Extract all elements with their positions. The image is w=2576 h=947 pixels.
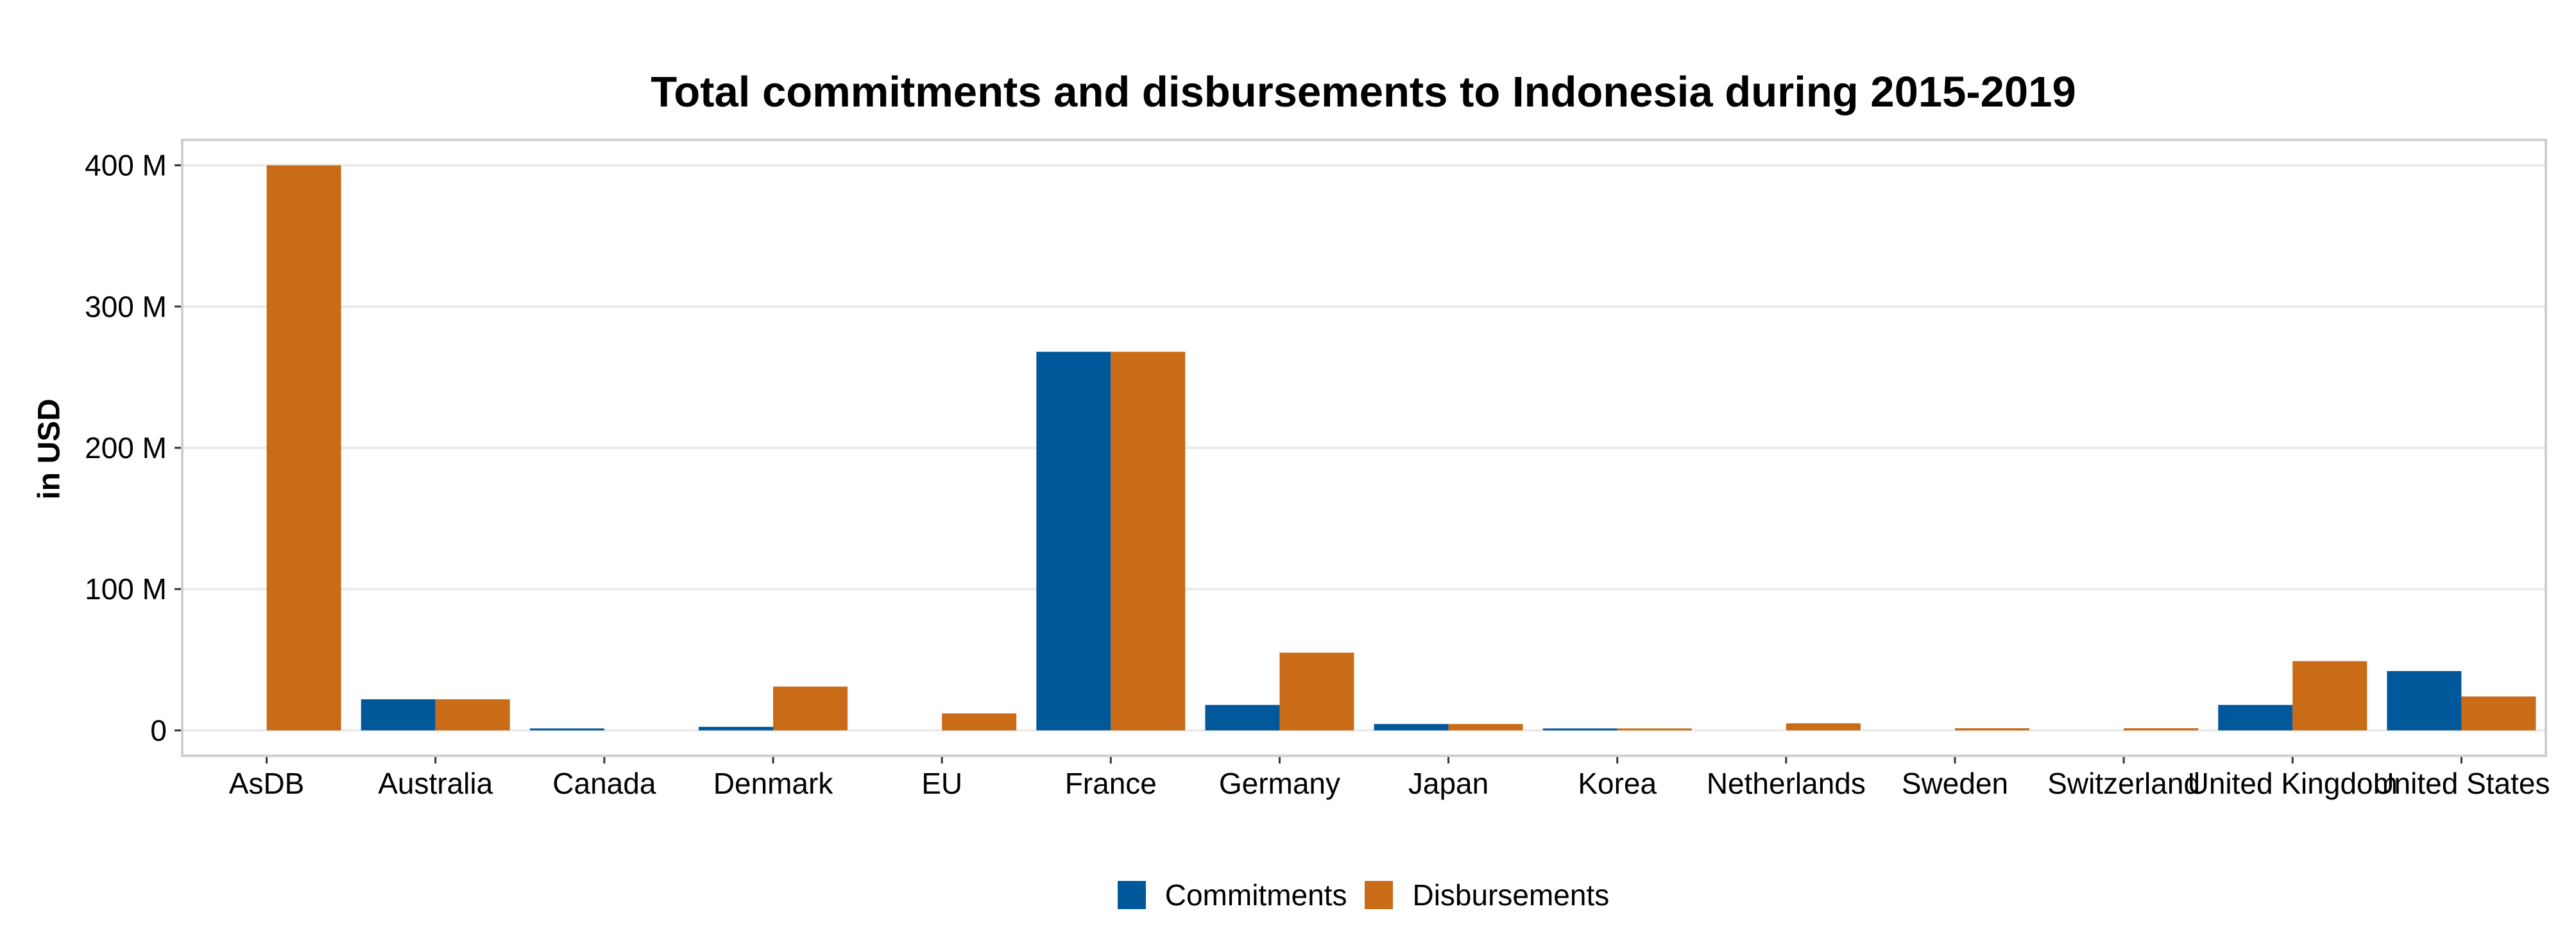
x-tick-label: EU bbox=[921, 767, 962, 800]
chart-title: Total commitments and disbursements to I… bbox=[651, 68, 2076, 116]
bar-commitments-united-states bbox=[2387, 670, 2462, 731]
x-tick-label: Japan bbox=[1408, 767, 1488, 800]
x-tick-label: Netherlands bbox=[1707, 767, 1866, 800]
legend-key-disbursements bbox=[1365, 881, 1394, 909]
y-tick-label: 0 bbox=[150, 713, 167, 747]
bar-disbursements-united-states bbox=[2461, 696, 2536, 731]
legend-label-disbursements: Disbursements bbox=[1412, 878, 1610, 912]
x-tick-label: Germany bbox=[1219, 767, 1340, 800]
bar-commitments-denmark bbox=[699, 726, 773, 731]
legend-item-commitments: Commitments bbox=[1117, 878, 1347, 912]
bar-disbursements-denmark bbox=[773, 687, 848, 731]
bar-disbursements-netherlands bbox=[1786, 723, 1861, 731]
bar-commitments-germany bbox=[1205, 704, 1280, 731]
x-tick-label: France bbox=[1065, 767, 1157, 800]
plot-border bbox=[181, 139, 2547, 757]
bar-disbursements-germany bbox=[1279, 653, 1354, 731]
bar-disbursements-sweden bbox=[1955, 728, 2029, 731]
legend-key-commitments bbox=[1117, 881, 1146, 909]
bar-commitments-canada bbox=[529, 728, 604, 731]
bar-commitments-france bbox=[1036, 352, 1111, 731]
x-tick-label: United States bbox=[2373, 767, 2550, 800]
legend-label-commitments: Commitments bbox=[1164, 878, 1347, 912]
bar-disbursements-switzerland bbox=[2124, 728, 2199, 731]
bar-commitments-australia bbox=[361, 699, 436, 731]
bar-disbursements-australia bbox=[435, 699, 510, 731]
bar-disbursements-japan bbox=[1448, 724, 1523, 731]
x-tick-label: Denmark bbox=[713, 767, 834, 800]
x-tick-label: Sweden bbox=[1902, 767, 2008, 800]
x-tick-label: Canada bbox=[552, 767, 656, 800]
x-tick-label: Switzerland bbox=[2047, 767, 2200, 800]
y-tick-label: 100 M bbox=[85, 572, 167, 606]
x-tick-label: United Kingdom bbox=[2188, 767, 2398, 800]
bar-disbursements-eu bbox=[942, 713, 1017, 731]
x-tick-label: Australia bbox=[378, 767, 493, 800]
bar-commitments-japan bbox=[1374, 724, 1449, 731]
y-tick-label: 200 M bbox=[85, 431, 167, 465]
bar-disbursements-united-kingdom bbox=[2292, 661, 2367, 731]
y-tick-label: 300 M bbox=[85, 290, 167, 323]
bar-disbursements-france bbox=[1111, 352, 1186, 731]
x-tick-label: AsDB bbox=[229, 767, 305, 800]
y-tick-label: 400 M bbox=[85, 149, 167, 182]
bar-commitments-korea bbox=[1542, 728, 1617, 731]
bar-commitments-united-kingdom bbox=[2218, 704, 2293, 731]
x-tick-label: Korea bbox=[1578, 767, 1657, 800]
bar-disbursements-korea bbox=[1617, 728, 1692, 731]
legend: Commitments Disbursements bbox=[0, 878, 2576, 912]
legend-item-disbursements: Disbursements bbox=[1365, 878, 1609, 912]
bar-disbursements-asdb bbox=[266, 165, 341, 731]
